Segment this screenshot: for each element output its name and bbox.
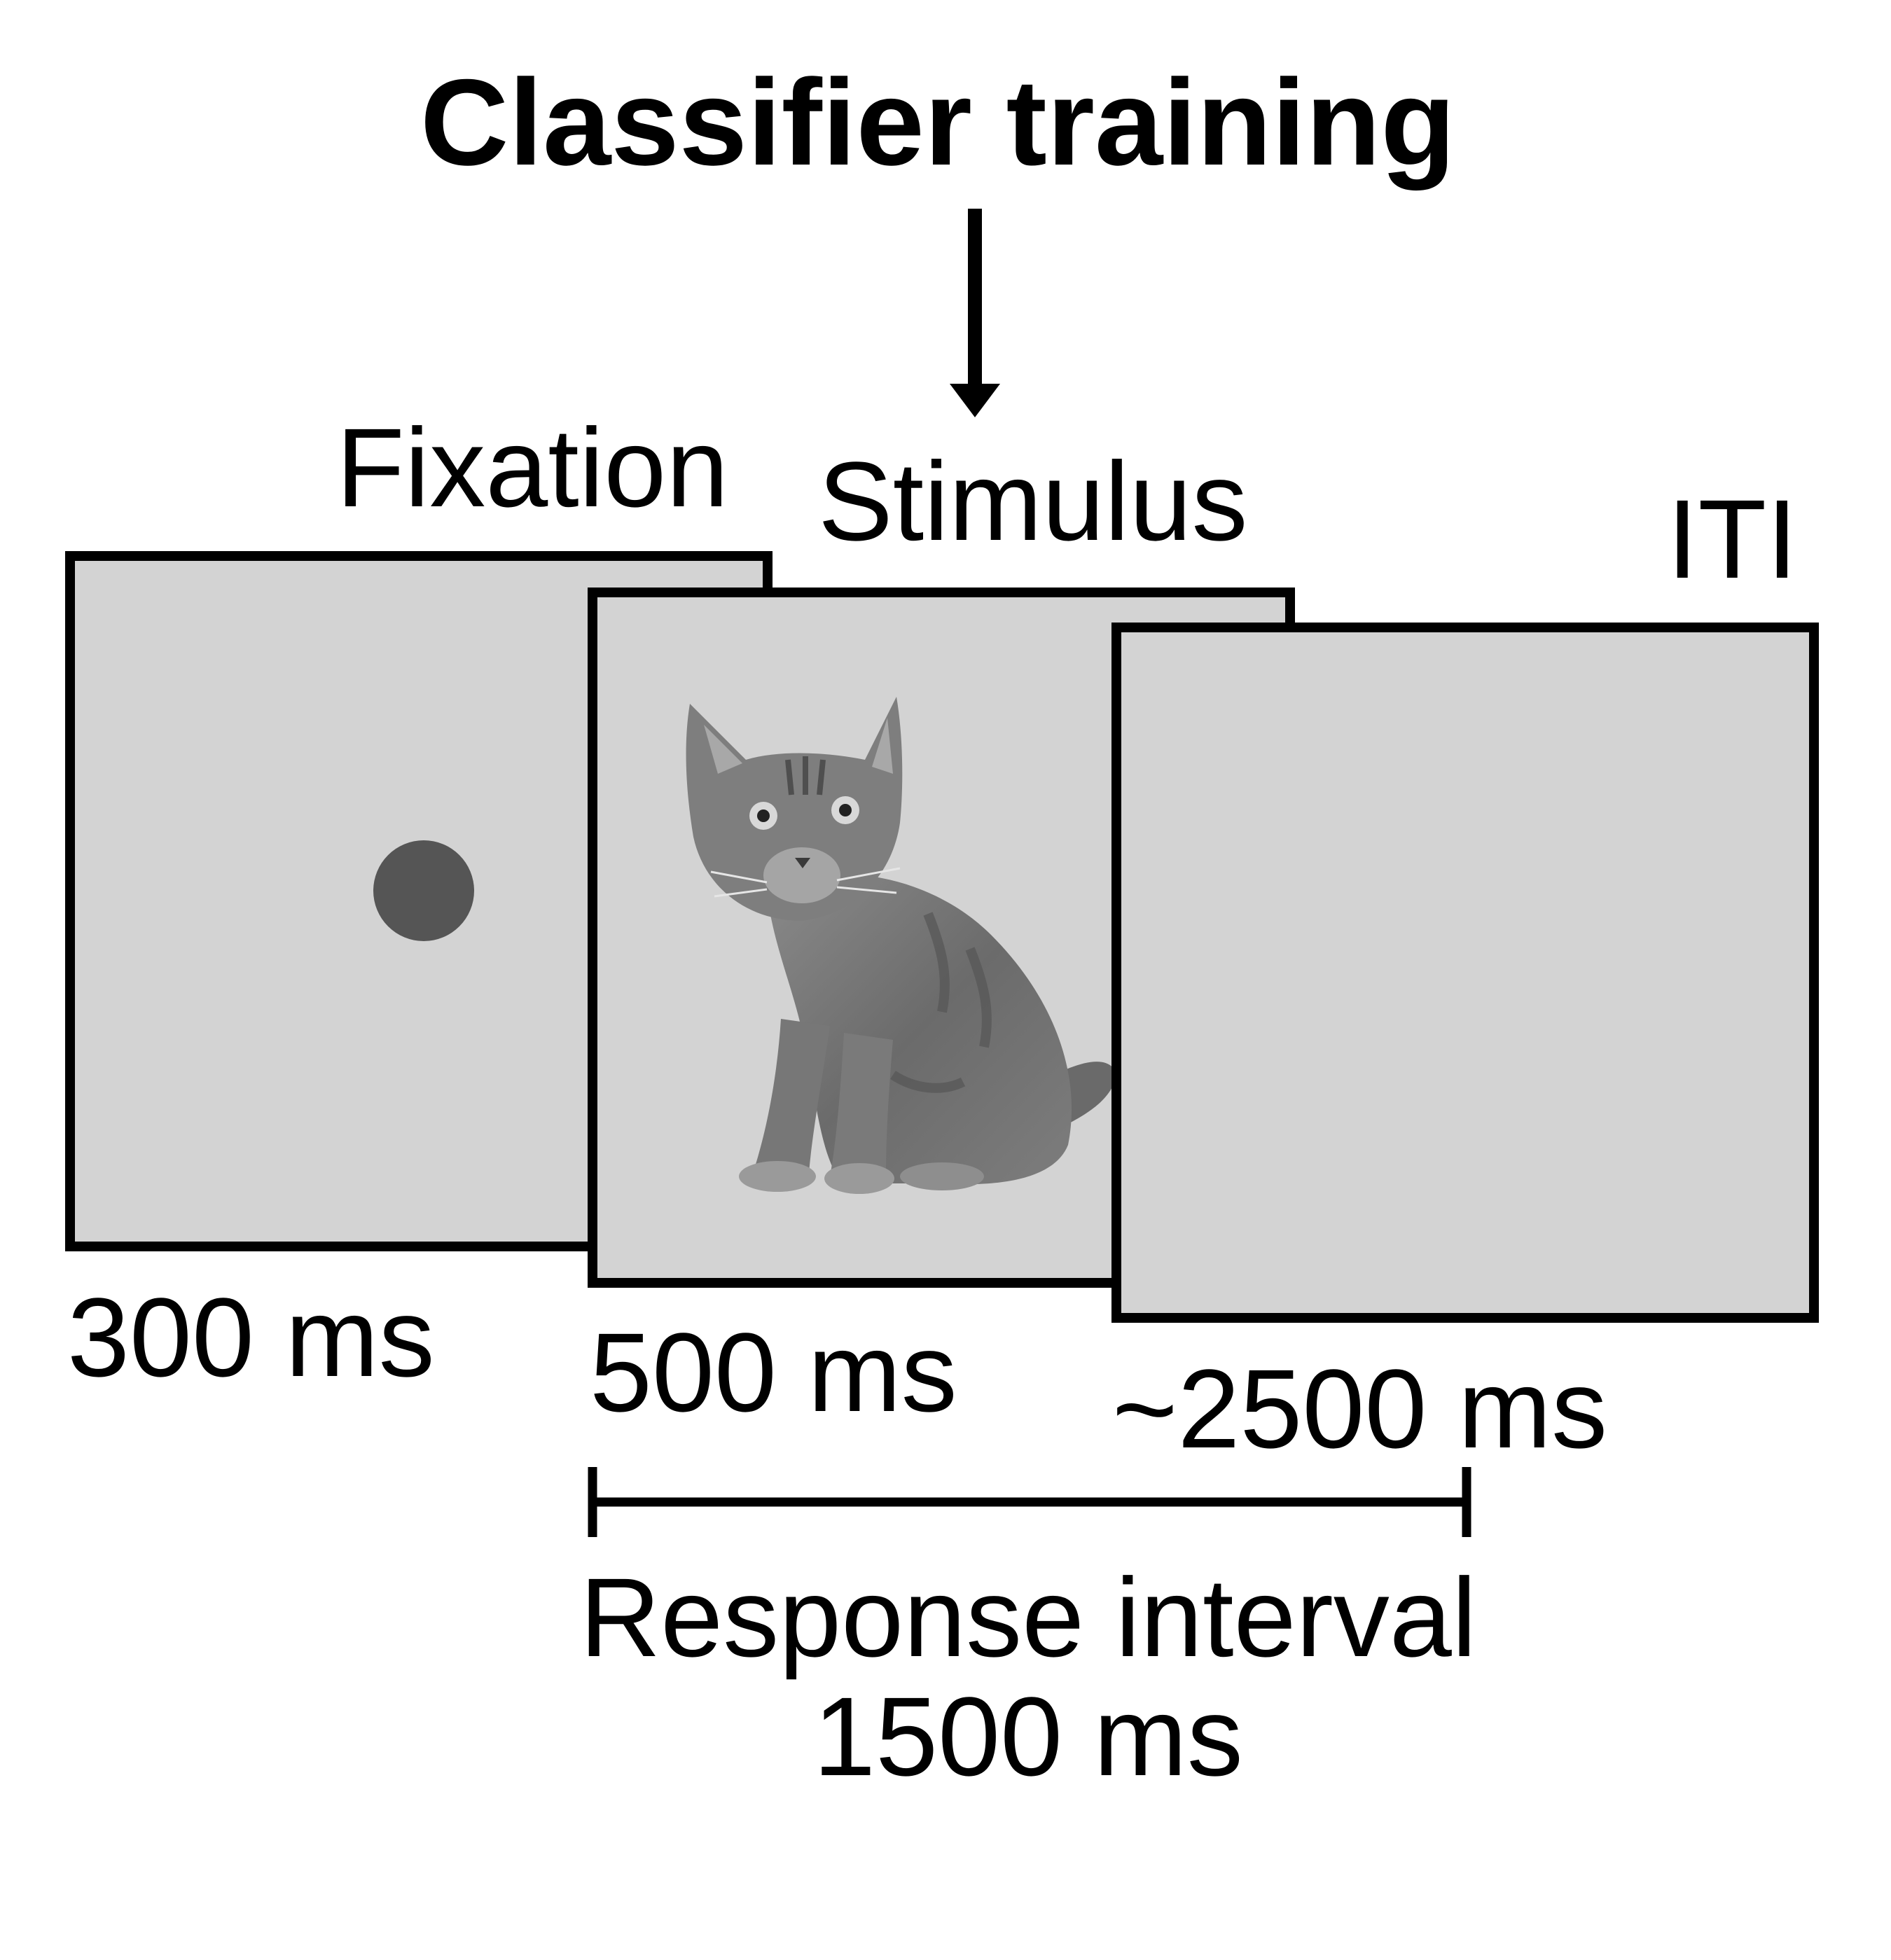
iti-label: ITI	[1667, 476, 1798, 602]
diagram-title: Classifier training	[420, 55, 1456, 191]
fixation-duration: 300 ms	[67, 1274, 435, 1400]
stimulus-label: Stimulus	[818, 438, 1248, 564]
iti-duration: ~2500 ms	[1112, 1346, 1608, 1471]
iti-screen	[1111, 623, 1819, 1323]
response-interval-duration: 1500 ms	[813, 1674, 1243, 1799]
fixation-dot	[373, 840, 474, 941]
response-interval-label: Response interval	[579, 1555, 1477, 1680]
cat-image	[686, 697, 1117, 1194]
stimulus-duration: 500 ms	[590, 1309, 957, 1435]
fixation-label: Fixation	[336, 405, 729, 530]
